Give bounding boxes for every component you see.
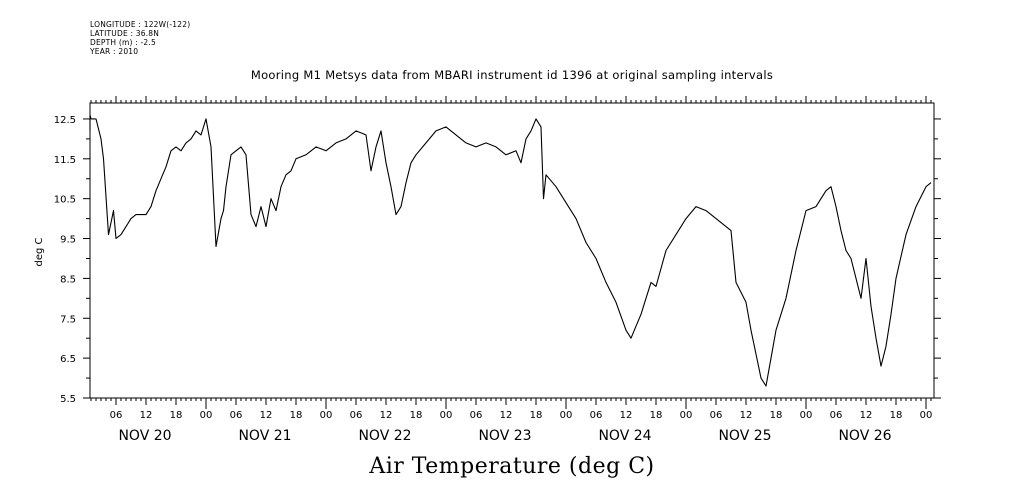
x-tick-label: 18 xyxy=(410,410,423,421)
x-tick-label: 00 xyxy=(680,410,693,421)
x-tick-label: 06 xyxy=(110,410,123,421)
latitude-text: LATITUDE : 36.8N xyxy=(90,29,160,38)
metadata-block: LONGITUDE : 122W(-122) LATITUDE : 36.8N … xyxy=(90,20,190,56)
x-tick-label: 18 xyxy=(770,410,783,421)
x-tick-label: 06 xyxy=(590,410,603,421)
y-tick-label: 8.5 xyxy=(60,274,76,285)
x-tick-label: 12 xyxy=(500,410,513,421)
x-axis-caption: Air Temperature (deg C) xyxy=(369,454,655,479)
x-tick-label: 06 xyxy=(470,410,483,421)
x-tick-label: 12 xyxy=(740,410,753,421)
x-day-label: NOV 26 xyxy=(838,428,891,444)
x-tick-label: 00 xyxy=(800,410,813,421)
x-tick-label: 06 xyxy=(710,410,723,421)
x-day-label: NOV 20 xyxy=(118,428,171,444)
x-day-label: NOV 21 xyxy=(238,428,291,444)
y-tick-label: 5.5 xyxy=(60,394,76,405)
y-tick-label: 6.5 xyxy=(60,354,76,365)
x-tick-label: 00 xyxy=(320,410,333,421)
series-line xyxy=(89,114,932,387)
longitude-text: LONGITUDE : 122W(-122) xyxy=(90,20,191,29)
chart-title: Mooring M1 Metsys data from MBARI instru… xyxy=(250,68,774,82)
x-day-label: NOV 22 xyxy=(358,428,411,444)
x-tick-label: 00 xyxy=(200,410,213,421)
x-tick-label: 00 xyxy=(560,410,573,421)
x-day-label: NOV 24 xyxy=(598,428,651,444)
plot-frame xyxy=(89,102,935,399)
x-tick-label: 18 xyxy=(890,410,903,421)
x-tick-label: 12 xyxy=(140,410,153,421)
x-tick-label: 06 xyxy=(350,410,363,421)
x-tick-label: 18 xyxy=(650,410,663,421)
x-tick-label: 12 xyxy=(860,410,873,421)
y-axis-label: deg C xyxy=(34,237,45,266)
x-tick-label: 18 xyxy=(170,410,183,421)
x-tick-label: 18 xyxy=(530,410,543,421)
x-tick-label: 12 xyxy=(620,410,633,421)
x-tick-label: 00 xyxy=(920,410,933,421)
x-tick-label: 00 xyxy=(440,410,453,421)
depth-text: DEPTH (m) : -2.5 xyxy=(90,38,156,47)
y-tick-label: 12.5 xyxy=(54,115,76,126)
x-tick-label: 18 xyxy=(290,410,303,421)
y-tick-label: 9.5 xyxy=(60,235,76,246)
x-day-label: NOV 23 xyxy=(478,428,531,444)
y-tick-label: 7.5 xyxy=(60,314,76,325)
x-tick-label: 06 xyxy=(830,410,843,421)
y-tick-label: 10.5 xyxy=(54,195,76,206)
x-day-label: NOV 25 xyxy=(718,428,771,444)
x-tick-label: 06 xyxy=(230,410,243,421)
y-tick-label: 11.5 xyxy=(54,155,76,166)
x-tick-label: 12 xyxy=(380,410,393,421)
x-tick-label: 12 xyxy=(260,410,273,421)
year-text: YEAR : 2010 xyxy=(90,47,139,56)
